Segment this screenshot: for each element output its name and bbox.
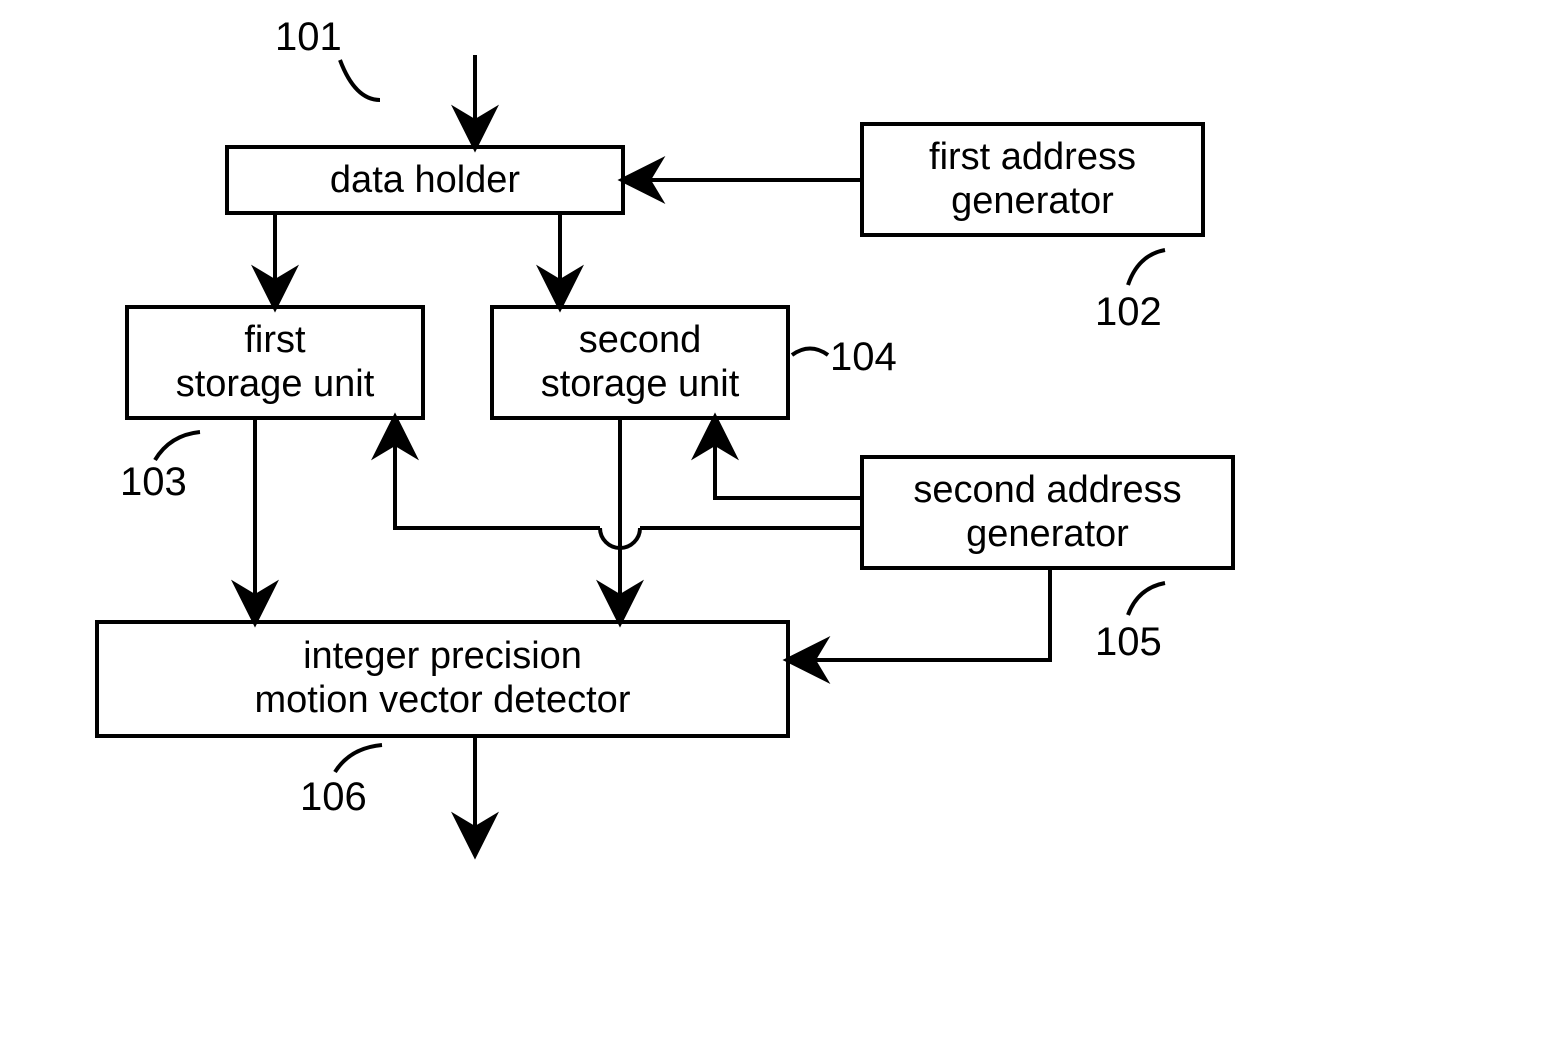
ref-label-106: 106 [300,775,367,820]
hook-105 [1128,583,1165,615]
ref-text: 106 [300,775,367,819]
node-first-storage-unit: first storage unit [125,305,425,420]
node-label: second storage unit [541,319,740,406]
node-second-storage-unit: second storage unit [490,305,790,420]
edge-second-addr-first-storage-hop [600,528,640,548]
ref-text: 101 [275,15,342,59]
edge-second-addr-detector [792,570,1050,660]
node-label: integer precision motion vector detector [255,635,631,722]
ref-text: 104 [830,335,897,379]
edge-second-addr-second-storage [715,422,860,498]
hook-104 [792,349,828,356]
node-label: data holder [330,159,520,202]
ref-label-105: 105 [1095,620,1162,665]
edge-second-addr-first-storage-b [395,422,600,528]
ref-label-103: 103 [120,460,187,505]
ref-text: 103 [120,460,187,504]
node-second-address-generator: second address generator [860,455,1235,570]
node-label: first address generator [929,136,1136,223]
node-label: second address generator [913,469,1181,556]
ref-label-101: 101 [275,15,342,60]
hook-103 [155,432,200,460]
node-label: first storage unit [176,319,375,406]
ref-text: 102 [1095,290,1162,334]
hook-101 [340,60,380,100]
node-first-address-generator: first address generator [860,122,1205,237]
node-data-holder: data holder [225,145,625,215]
ref-label-102: 102 [1095,290,1162,335]
hook-106 [335,745,382,772]
hook-102 [1128,250,1165,285]
ref-label-104: 104 [830,335,897,380]
node-detector: integer precision motion vector detector [95,620,790,738]
diagram-canvas: data holder first address generator firs… [0,0,1549,1056]
ref-text: 105 [1095,620,1162,664]
